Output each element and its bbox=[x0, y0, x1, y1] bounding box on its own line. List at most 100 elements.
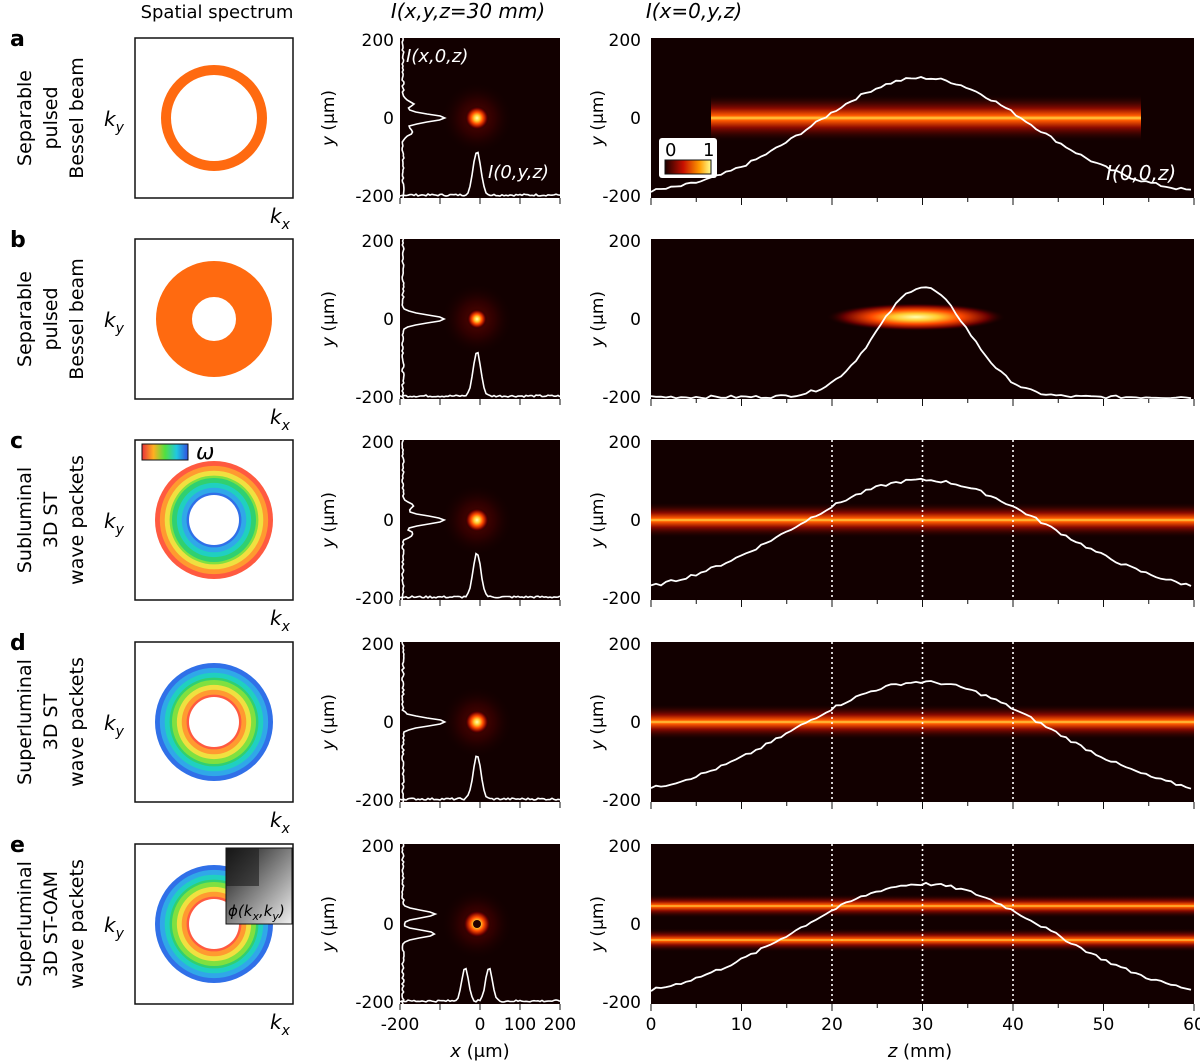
transverse-ytick: -200 bbox=[355, 187, 394, 207]
axial-ylabel-unit: (μm) bbox=[588, 90, 608, 136]
axial-ylabel-unit: (μm) bbox=[588, 492, 608, 538]
panel-label: Separable pulsed Bessel beam bbox=[14, 57, 88, 178]
panel-label-line: Superluminal bbox=[14, 659, 36, 785]
spectrum-ring bbox=[161, 65, 267, 171]
phase-label-x: x bbox=[251, 910, 259, 923]
panel-letter: c bbox=[10, 429, 23, 454]
kx-sub: x bbox=[281, 821, 291, 837]
transverse-ylabel-var: y bbox=[319, 941, 339, 953]
transverse-ytick: 0 bbox=[383, 310, 394, 330]
ky-label: ky bbox=[104, 913, 125, 942]
annotation-ix0z: I(x,0,z) bbox=[406, 46, 468, 67]
spectrum-box bbox=[134, 37, 294, 199]
axial-ylabel: y (μm) bbox=[588, 694, 608, 751]
ky-k: k bbox=[104, 913, 117, 937]
kx-label: kx bbox=[270, 1010, 291, 1039]
transverse-xtick-label: 200 bbox=[544, 1015, 576, 1035]
header-spectrum: Spatial spectrum bbox=[141, 2, 294, 23]
kx-k: k bbox=[270, 405, 283, 429]
transverse-horizontal-profile bbox=[399, 351, 561, 398]
axial-profile-curve bbox=[650, 477, 1192, 587]
axial-ylabel-var: y bbox=[588, 941, 608, 953]
phase-label-mid: ,k bbox=[259, 902, 274, 920]
ky-label: ky bbox=[104, 509, 125, 538]
panel-label: Separable pulsed Bessel beam bbox=[14, 258, 88, 379]
transverse-horizontal-profile bbox=[399, 151, 561, 197]
panel-label: Superluminal 3D ST-OAM wave packets bbox=[14, 859, 88, 989]
axial-ylabel: y (μm) bbox=[588, 492, 608, 549]
transverse-horizontal-profile bbox=[399, 552, 561, 599]
axial-profile-curve bbox=[650, 881, 1192, 992]
axial-ylabel-var: y bbox=[588, 739, 608, 751]
kx-label: kx bbox=[270, 204, 291, 233]
axial-ylabel-unit: (μm) bbox=[588, 896, 608, 942]
transverse-xtick-label: 0 bbox=[475, 1015, 486, 1035]
ky-k: k bbox=[104, 711, 117, 735]
transverse-horizontal-profile bbox=[399, 967, 561, 1003]
transverse-ylabel-var: y bbox=[319, 336, 339, 348]
spectrum-ring bbox=[156, 261, 272, 377]
panel-label-line: 3D ST bbox=[40, 491, 62, 548]
axial-ylabel-var: y bbox=[588, 135, 608, 147]
transverse-ytick: 200 bbox=[362, 635, 394, 655]
transverse-ytick: 200 bbox=[362, 232, 394, 252]
panel-label-line: wave packets bbox=[66, 657, 88, 787]
phase-inset-dark bbox=[226, 848, 259, 886]
transverse-xtick-label: -200 bbox=[381, 1015, 420, 1035]
phase-label-a: ϕ(k bbox=[228, 902, 254, 920]
transverse-ytick: 0 bbox=[383, 915, 394, 935]
transverse-xtick-label: 100 bbox=[504, 1015, 536, 1035]
axial-ylabel-unit: (μm) bbox=[588, 694, 608, 740]
panel-label-line: pulsed bbox=[40, 86, 62, 149]
transverse-spot bbox=[465, 508, 489, 532]
axial-ytick: -200 bbox=[602, 993, 641, 1013]
transverse-ylabel-var: y bbox=[319, 135, 339, 147]
kx-sub: x bbox=[281, 418, 291, 434]
axial-xtick-label: 30 bbox=[912, 1015, 934, 1035]
axial-ytick: 0 bbox=[630, 915, 641, 935]
transverse-ylabel-var: y bbox=[319, 537, 339, 549]
spectrum-ring-hole bbox=[189, 697, 239, 747]
ky-sub: y bbox=[115, 321, 125, 337]
axial-ytick: 200 bbox=[609, 635, 641, 655]
transverse-ylabel: y (μm) bbox=[319, 90, 339, 147]
transverse-ytick: 200 bbox=[362, 31, 394, 51]
axial-profile-curve bbox=[650, 76, 1192, 193]
ky-label: ky bbox=[104, 711, 125, 740]
axial-profile-curve bbox=[650, 680, 1192, 790]
kx-label: kx bbox=[270, 606, 291, 635]
transverse-donut-core bbox=[473, 920, 481, 928]
ky-k: k bbox=[104, 308, 117, 332]
axial-ylabel-var: y bbox=[588, 537, 608, 549]
axial-profile-curve bbox=[650, 286, 1192, 400]
transverse-ytick: 0 bbox=[383, 713, 394, 733]
transverse-ylabel-unit: (μm) bbox=[319, 896, 339, 942]
axial-xtick-label: 60 bbox=[1183, 1015, 1200, 1035]
panel-label-line: 3D ST-OAM bbox=[40, 871, 62, 977]
transverse-ylabel-unit: (μm) bbox=[319, 492, 339, 538]
axial-ylabel-unit: (μm) bbox=[588, 291, 608, 337]
panel-label: Superluminal 3D ST wave packets bbox=[14, 657, 88, 787]
transverse-ylabel: y (μm) bbox=[319, 492, 339, 549]
ky-sub: y bbox=[115, 724, 125, 740]
transverse-ytick: 0 bbox=[383, 511, 394, 531]
panel-label-line: wave packets bbox=[66, 455, 88, 585]
ky-sub: y bbox=[115, 120, 125, 136]
transverse-ytick: 0 bbox=[383, 109, 394, 129]
ky-sub: y bbox=[115, 522, 125, 538]
transverse-xlabel: x (μm) bbox=[449, 1041, 509, 1062]
transverse-ylabel-unit: (μm) bbox=[319, 694, 339, 740]
axial-xtick-label: 50 bbox=[1093, 1015, 1115, 1035]
kx-sub: x bbox=[281, 619, 291, 635]
panel-label-line: pulsed bbox=[40, 287, 62, 350]
panel-label-line: Bessel beam bbox=[66, 57, 88, 178]
axial-band bbox=[826, 303, 1006, 331]
axial-xlabel: z (mm) bbox=[887, 1041, 952, 1062]
axial-ylabel: y (μm) bbox=[588, 896, 608, 953]
panel-label-line: 3D ST bbox=[40, 693, 62, 750]
transverse-ylabel: y (μm) bbox=[319, 896, 339, 953]
